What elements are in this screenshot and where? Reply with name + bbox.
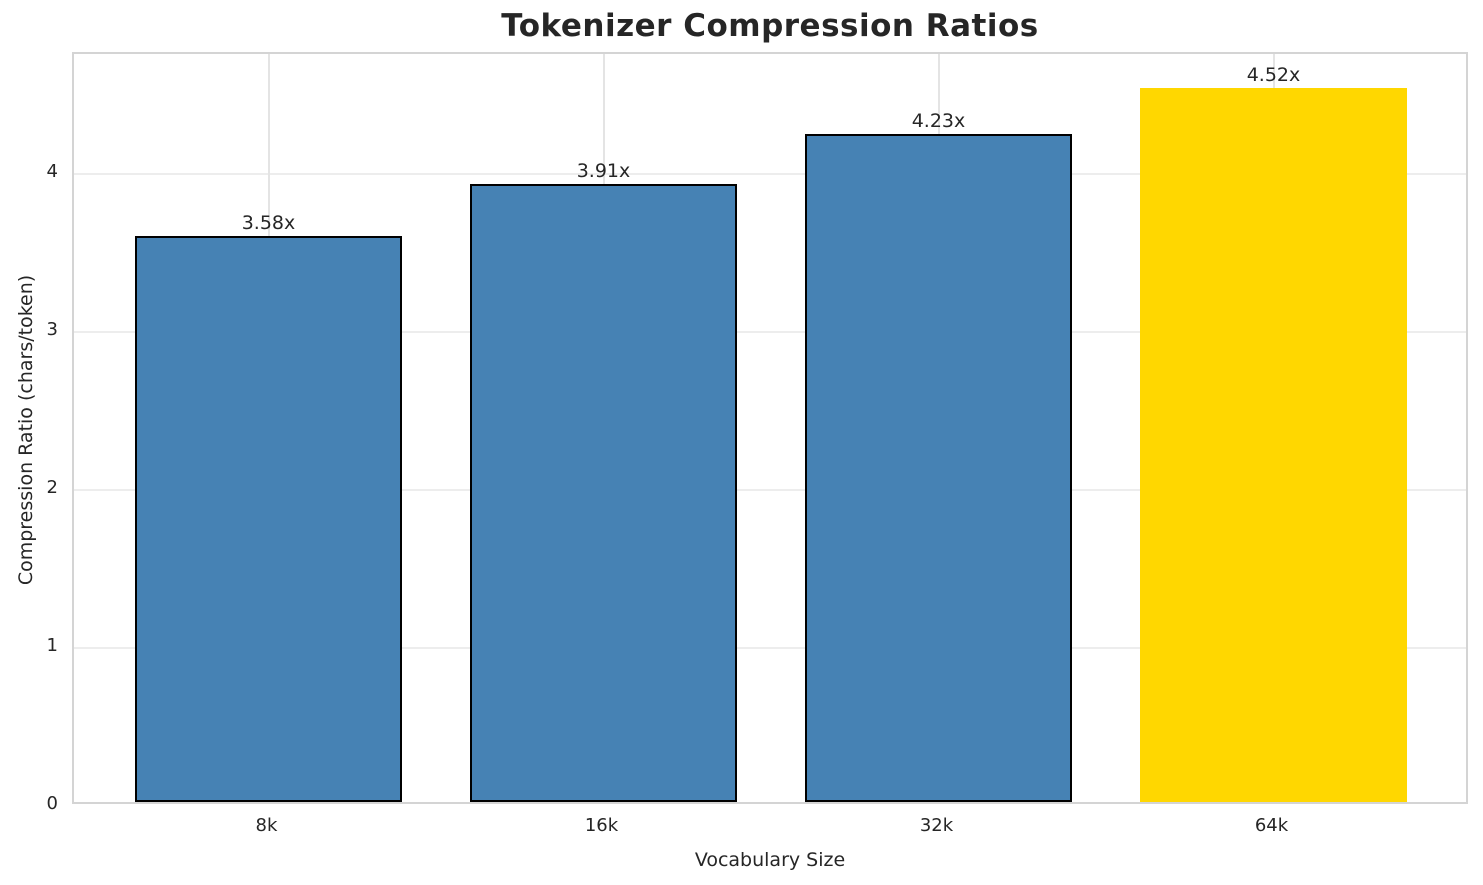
bar-value-label-8k: 3.58x bbox=[241, 212, 296, 235]
ytick-1: 1 bbox=[46, 635, 58, 657]
bar-8k bbox=[135, 236, 402, 802]
bar-32k bbox=[805, 133, 1072, 802]
bar-value-label-16k: 3.91x bbox=[576, 160, 631, 183]
x-axis-label: Vocabulary Size bbox=[694, 849, 846, 871]
bar-16k bbox=[470, 184, 737, 802]
xtick-64k: 64k bbox=[1254, 815, 1289, 836]
h-gridline-3 bbox=[74, 331, 1466, 334]
h-gridline-4 bbox=[74, 173, 1466, 176]
ytick-3: 3 bbox=[46, 319, 58, 341]
plot-area: 3.58x 3.91x 4.23x 4.52x bbox=[72, 52, 1468, 804]
xtick-16k: 16k bbox=[584, 815, 619, 836]
bar-value-label-32k: 4.23x bbox=[911, 109, 966, 132]
ytick-0: 0 bbox=[46, 793, 58, 814]
h-gridline-1 bbox=[74, 647, 1466, 650]
chart-title: Tokenizer Compression Ratios bbox=[501, 8, 1039, 44]
ytick-4: 4 bbox=[46, 161, 58, 183]
xtick-32k: 32k bbox=[919, 815, 954, 836]
bar-64k bbox=[1140, 87, 1407, 802]
xtick-8k: 8k bbox=[255, 815, 278, 836]
ytick-2: 2 bbox=[46, 477, 58, 499]
bar-value-label-64k: 4.52x bbox=[1246, 63, 1301, 86]
h-gridline-2 bbox=[74, 489, 1466, 492]
